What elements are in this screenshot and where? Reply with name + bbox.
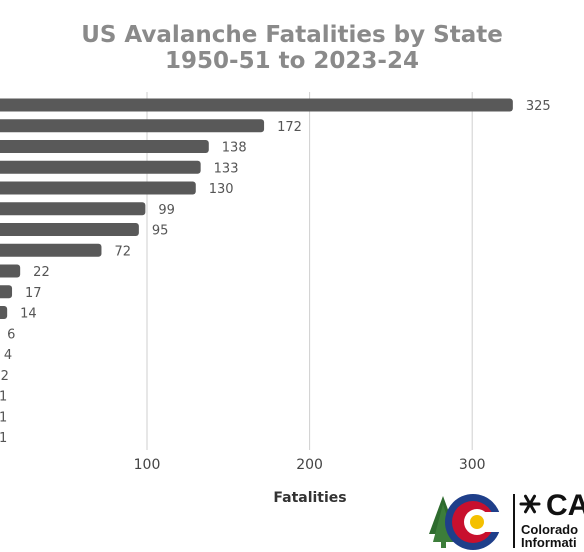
bar-value-label: 14 xyxy=(20,307,37,322)
logo-line-2: Informati xyxy=(521,535,577,550)
chart-title: US Avalanche Fatalities by State 1950-51… xyxy=(0,22,584,74)
bar xyxy=(0,223,139,236)
chart-title-line-2: 1950-51 to 2023-24 xyxy=(165,48,419,74)
bar-value-label: 95 xyxy=(152,224,169,239)
bar-value-label: 130 xyxy=(209,182,234,197)
chart-title-line-1: US Avalanche Fatalities by State xyxy=(81,22,503,48)
x-axis-label: Fatalities xyxy=(273,490,347,506)
bar-value-label: 72 xyxy=(114,244,131,259)
x-axis-ticks: 100 200 300 xyxy=(134,457,486,473)
bar xyxy=(0,306,8,319)
x-tick-label: 200 xyxy=(296,457,323,473)
bar xyxy=(0,160,201,174)
bar-value-label: 6 xyxy=(7,327,15,342)
caic-logo: CA Colorado Informati xyxy=(425,489,584,552)
bars xyxy=(0,98,513,319)
bar xyxy=(0,285,13,299)
bar xyxy=(0,202,146,216)
bar xyxy=(0,119,265,133)
bar-value-label: 4 xyxy=(4,348,12,363)
bar-value-label: 99 xyxy=(158,203,175,218)
data-labels: 325 172 138 133 130 99 95 72 22 17 14 6 4 2 1 1 1 xyxy=(0,99,551,446)
colorado-c-logo-icon xyxy=(429,494,541,550)
bar xyxy=(0,181,196,195)
logo-line-1: Colorado xyxy=(521,522,579,537)
bar-value-label: 22 xyxy=(33,265,50,280)
bar-value-label: 325 xyxy=(526,99,551,114)
bar-value-label: 138 xyxy=(222,141,247,156)
snowflake-icon xyxy=(519,494,541,514)
bar-value-label: 1 xyxy=(0,431,7,446)
bar xyxy=(0,243,102,257)
bar xyxy=(0,140,209,153)
bar-value-label: 2 xyxy=(1,369,9,384)
bar xyxy=(0,264,21,278)
x-tick-label: 100 xyxy=(134,457,161,473)
logo-mark-text: CA xyxy=(546,489,584,522)
bar-value-label: 1 xyxy=(0,410,7,425)
bar-value-label: 17 xyxy=(25,286,42,301)
x-tick-label: 300 xyxy=(459,457,486,473)
bar-value-label: 1 xyxy=(0,390,7,405)
bar xyxy=(0,98,513,112)
bar-value-label: 133 xyxy=(214,161,239,176)
bar-value-label: 172 xyxy=(277,120,302,135)
